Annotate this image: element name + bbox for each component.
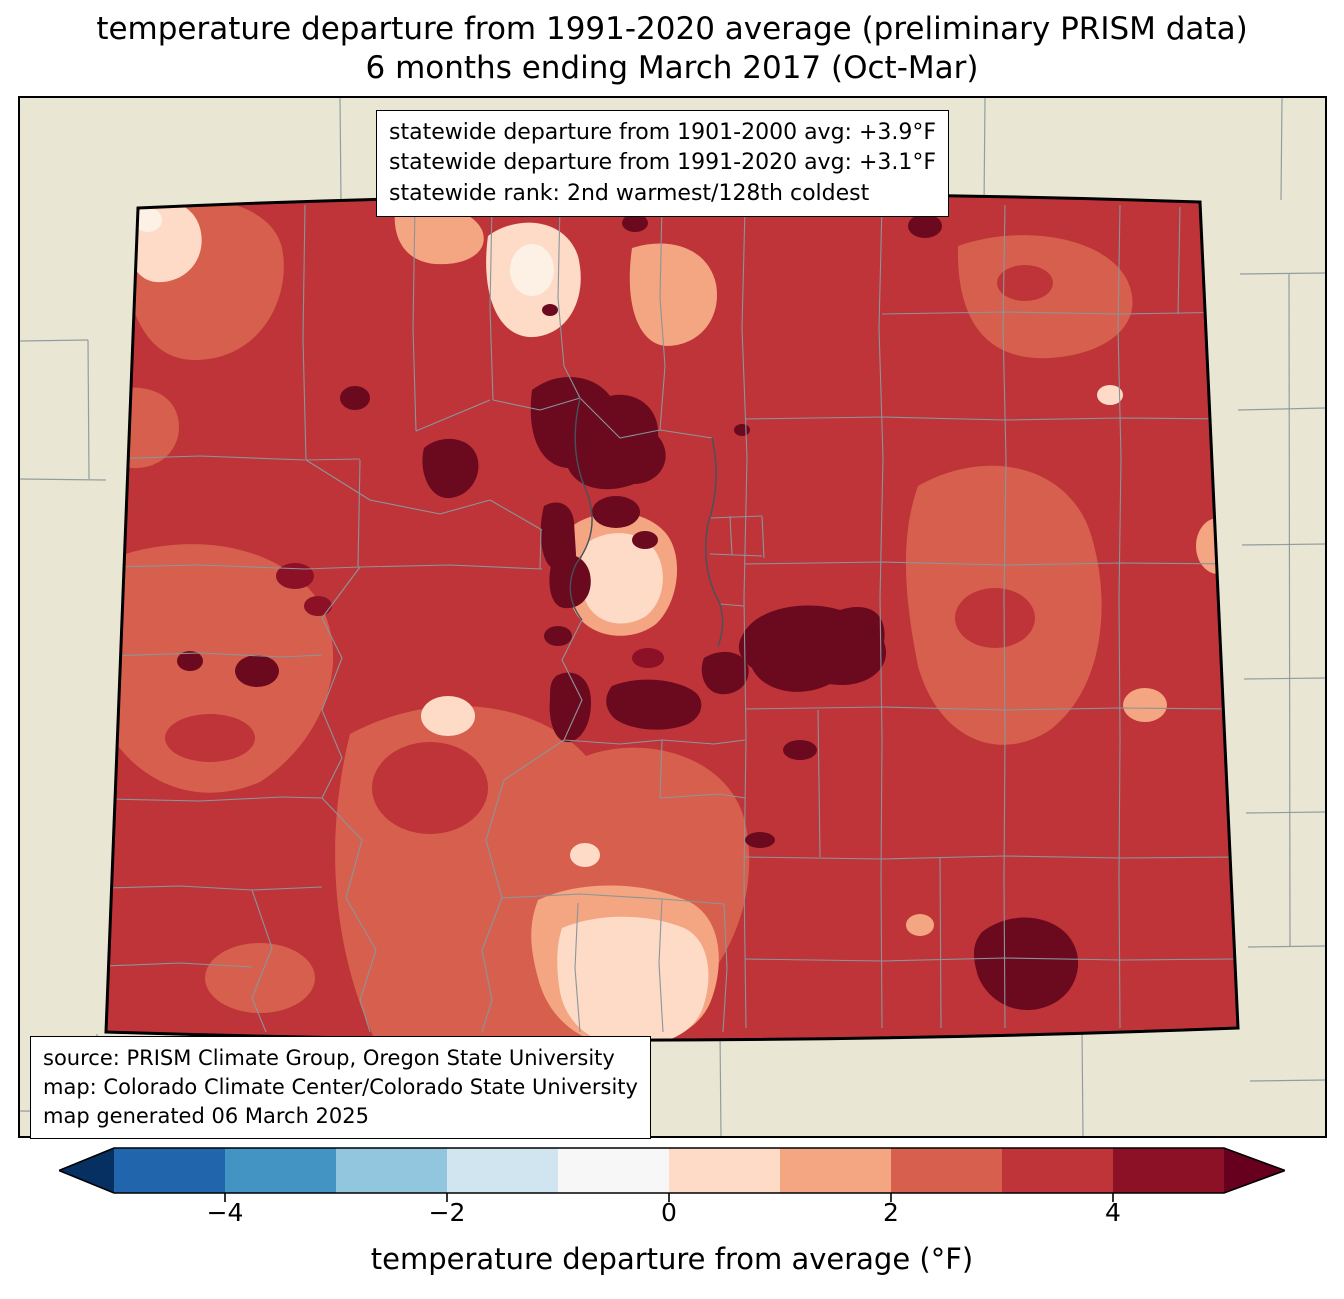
- map-axes: statewide departure from 1901-2000 avg: …: [18, 96, 1327, 1139]
- stats-line-3: statewide rank: 2nd warmest/128th coldes…: [389, 180, 870, 206]
- county-lines: [106, 204, 1237, 1033]
- colorbar-axis-label: temperature departure from average (°F): [370, 1242, 974, 1276]
- stats-line-2: statewide departure from 1991-2020 avg: …: [389, 150, 937, 176]
- colorbar-left-arrow: [59, 1148, 114, 1193]
- colorbar: [59, 1147, 1285, 1202]
- map-canvas: [20, 98, 1325, 1136]
- colorbar-tick-label: 2: [883, 1198, 899, 1227]
- colorbar-segments: [59, 1148, 1285, 1193]
- title-line-1: temperature departure from 1991-2020 ave…: [96, 11, 1248, 47]
- anomaly-base-islands: [165, 265, 1053, 834]
- anomaly-pale-regions: [134, 208, 554, 296]
- stats-line-1: statewide departure from 1901-2000 avg: …: [389, 120, 937, 145]
- colorbar-outline: [59, 1147, 1285, 1194]
- stats-box: statewide departure from 1901-2000 avg: …: [376, 110, 950, 218]
- colorbar-tick-label: −2: [428, 1198, 466, 1227]
- colorbar-right-arrow: [1224, 1148, 1285, 1193]
- colorbar-ticks: [224, 1193, 1114, 1202]
- title-line-2: 6 months ending March 2017 (Oct-Mar): [365, 50, 979, 86]
- source-line-2: map: Colorado Climate Center/Colorado St…: [43, 1074, 638, 1099]
- colorbar-tick-label: −4: [206, 1198, 244, 1227]
- source-line-1: source: PRISM Climate Group, Oregon Stat…: [43, 1046, 615, 1070]
- source-line-3: map generated 06 March 2025: [43, 1103, 370, 1128]
- anomaly-dark-regions: [177, 214, 1079, 1011]
- divide-lines: [569, 397, 724, 647]
- source-box: source: PRISM Climate Group, Oregon Stat…: [30, 1036, 651, 1139]
- colorbar-tick-label: 0: [661, 1198, 677, 1227]
- colorbar-tick-label: 4: [1105, 1198, 1121, 1227]
